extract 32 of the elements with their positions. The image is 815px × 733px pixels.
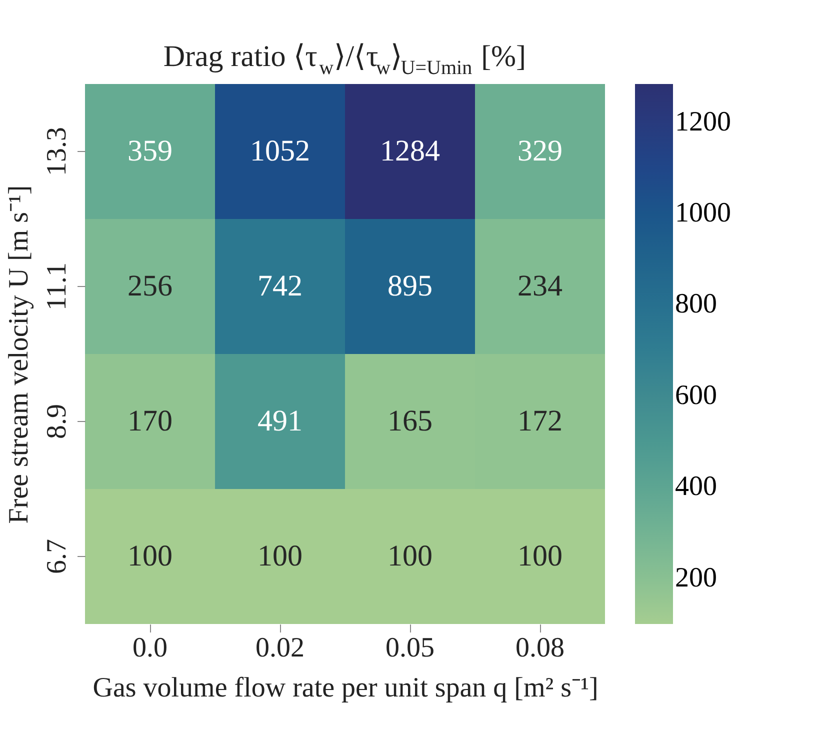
x-tick-label: 0.05 (386, 632, 434, 664)
data-label: 895 (388, 270, 432, 302)
data-label: 742 (258, 270, 302, 302)
color-bar-label: 200 (675, 562, 717, 594)
y-axis-title: Free stream velocity U [m s⁻¹] (4, 185, 34, 524)
data-label: 234 (518, 270, 562, 302)
color-bar-label: 1000 (675, 198, 731, 229)
color-bar-label: 600 (675, 380, 717, 411)
x-axis-title: Gas volume flow rate per unit span q [m² s⁻¹] (92, 672, 598, 704)
data-label: 491 (258, 404, 302, 438)
data-label: 100 (388, 540, 432, 572)
x-tick-label: 0.0 (132, 632, 168, 664)
data-label: 256 (128, 270, 172, 302)
data-label: 1052 (250, 134, 310, 168)
color-bar-label: 800 (675, 288, 717, 320)
data-label: 165 (388, 404, 432, 438)
data-label: 172 (518, 404, 562, 438)
data-label: 359 (128, 134, 172, 168)
color-bar-label: 1200 (675, 106, 731, 138)
data-label: 329 (518, 134, 562, 168)
data-label: 100 (258, 540, 302, 572)
y-tick-label: 8.9 (42, 404, 72, 439)
data-label: 1284 (380, 134, 440, 168)
y-tick-label: 13.3 (42, 127, 72, 176)
color-bar-label: 400 (675, 471, 717, 502)
data-label: 100 (518, 540, 562, 572)
y-tick-label: 6.7 (42, 539, 72, 574)
x-tick-label: 0.02 (256, 632, 304, 664)
y-tick-label: 11.1 (42, 262, 72, 310)
x-tick-label: 0.08 (516, 632, 564, 664)
data-label: 100 (128, 540, 172, 572)
data-label: 170 (128, 404, 172, 438)
